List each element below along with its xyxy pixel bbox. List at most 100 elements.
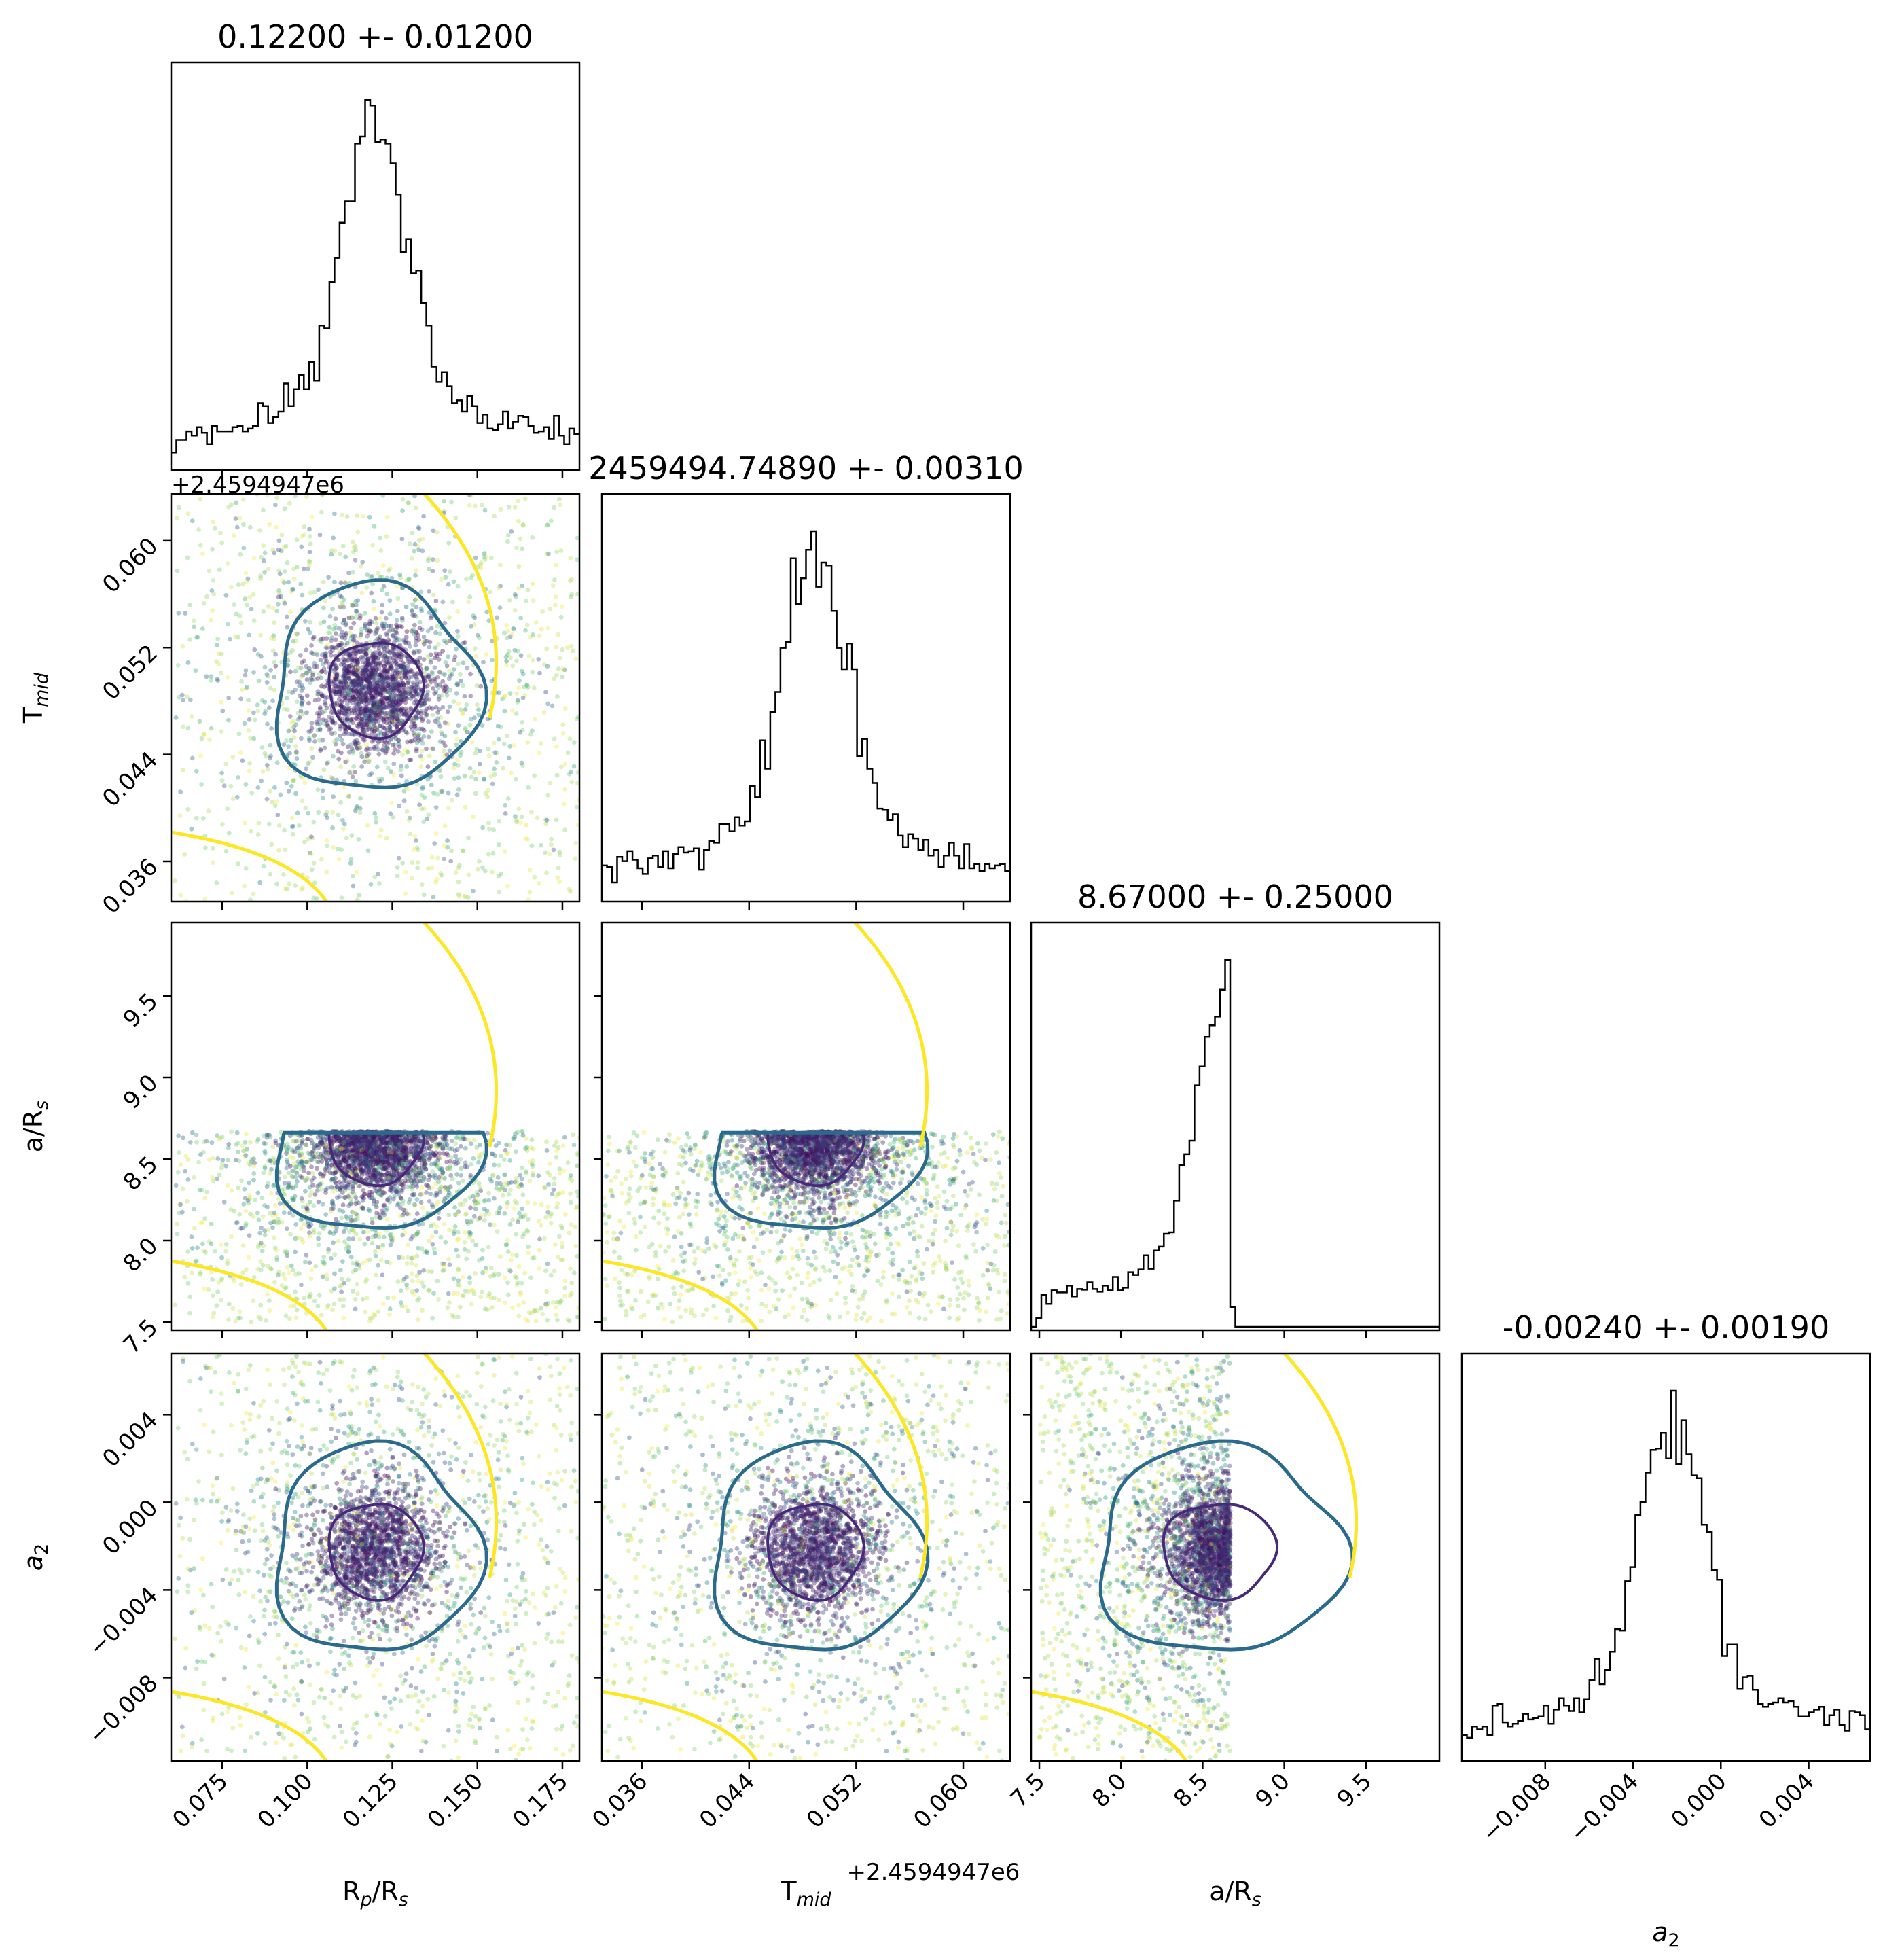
sample-point [244, 580, 249, 585]
sample-point [429, 1162, 434, 1167]
sample-point [544, 1302, 550, 1308]
sample-point [343, 674, 348, 679]
sample-point [383, 679, 388, 684]
sample-point [486, 1198, 492, 1203]
sample-point [219, 699, 223, 705]
sample-point [342, 580, 348, 586]
sample-point [573, 1243, 579, 1249]
sample-point [376, 645, 382, 651]
sample-point [285, 707, 290, 713]
sample-point [364, 705, 370, 710]
sample-point [359, 1143, 364, 1149]
sample-point [361, 727, 366, 732]
sample-point [317, 728, 323, 732]
sample-point [562, 1285, 568, 1291]
sample-point [454, 1172, 459, 1177]
sample-point [378, 685, 383, 690]
sample-point [374, 819, 378, 825]
sample-point [352, 1141, 357, 1146]
sample-point [412, 597, 418, 603]
sample-point [398, 719, 404, 724]
sample-point [412, 1179, 417, 1184]
sample-point [340, 512, 345, 518]
sample-point [537, 1236, 542, 1242]
sample-point [192, 624, 196, 630]
sample-point [293, 1222, 299, 1227]
sample-point [207, 737, 212, 742]
sample-point [238, 552, 243, 557]
sample-point [399, 1303, 405, 1308]
sample-point [414, 726, 419, 732]
sample-point [300, 1160, 305, 1166]
sample-point [216, 662, 221, 667]
sample-point [341, 656, 346, 662]
sample-point [372, 1146, 376, 1152]
sample-point [545, 1261, 550, 1266]
sample-point [432, 679, 437, 684]
sample-point [400, 752, 406, 758]
sample-point [490, 870, 495, 875]
sample-point [339, 895, 344, 901]
sample-point [199, 782, 204, 787]
sample-point [383, 750, 388, 755]
sample-point [379, 706, 384, 711]
sample-point [365, 1137, 371, 1142]
sample-point [342, 662, 347, 668]
sample-point [365, 701, 370, 706]
sample-point [356, 1149, 361, 1154]
sample-point [391, 713, 396, 718]
sample-point [466, 836, 471, 840]
sample-point [414, 691, 420, 696]
sample-point [311, 819, 317, 825]
sample-point [272, 660, 277, 665]
sample-point [371, 606, 376, 611]
sample-point [372, 746, 377, 751]
sample-point [505, 652, 510, 657]
sample-point [384, 631, 389, 637]
sample-point [334, 671, 340, 677]
sample-point [565, 645, 570, 651]
sample-point [459, 1173, 463, 1178]
sample-point [357, 745, 362, 751]
sample-point [451, 579, 456, 584]
sample-point [195, 635, 200, 640]
sample-point [391, 1295, 396, 1300]
sample-point [442, 1261, 446, 1266]
sample-point [368, 675, 374, 681]
sample-point [358, 649, 363, 654]
sample-point [376, 674, 382, 679]
sample-point [411, 716, 416, 721]
sample-point [482, 1207, 487, 1211]
sample-point [248, 897, 253, 902]
sample-point [334, 677, 339, 682]
sample-point [305, 836, 310, 842]
sample-point [350, 603, 355, 608]
sample-point [348, 652, 353, 657]
sample-point [366, 700, 372, 706]
sample-point [401, 1145, 406, 1151]
sample-point [351, 732, 356, 737]
sample-point [369, 687, 374, 692]
sample-point [406, 577, 411, 583]
sample-point [335, 683, 340, 688]
sample-point [361, 696, 366, 700]
sample-point [353, 688, 359, 694]
sample-point [411, 682, 416, 688]
sample-point [346, 673, 351, 679]
sample-point [379, 690, 384, 696]
sample-point [414, 605, 419, 610]
sample-point [301, 566, 306, 571]
sample-point [270, 1144, 276, 1150]
sample-point [346, 654, 352, 660]
sample-point [299, 1282, 304, 1287]
sample-point [469, 494, 474, 498]
sample-point [360, 676, 365, 681]
sample-point [569, 779, 575, 785]
sample-point [333, 677, 338, 681]
sample-point [427, 1199, 432, 1204]
sample-point [401, 1145, 406, 1150]
sample-point [536, 1219, 541, 1224]
sample-point [329, 709, 334, 715]
sample-point [353, 682, 359, 688]
sample-point [419, 806, 425, 812]
